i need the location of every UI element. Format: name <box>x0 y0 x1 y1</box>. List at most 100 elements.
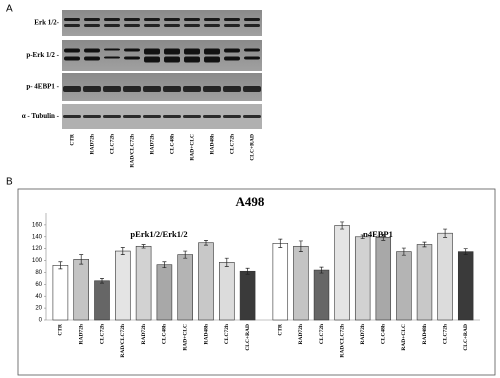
lane-label: CLC72h <box>109 134 115 154</box>
band <box>204 56 220 63</box>
x-tick-label: RAD72h <box>298 324 304 344</box>
bar <box>375 237 392 321</box>
band <box>64 56 80 61</box>
band <box>183 115 201 118</box>
band <box>164 24 180 27</box>
error-bar <box>401 247 406 256</box>
error-bar <box>79 254 84 265</box>
band <box>204 24 220 27</box>
band <box>243 86 261 92</box>
x-tick-label: CTR <box>58 323 64 336</box>
band <box>244 24 260 27</box>
bar <box>396 251 412 321</box>
band <box>183 86 201 92</box>
band <box>144 24 160 27</box>
bar <box>115 250 131 321</box>
band <box>123 86 141 92</box>
x-tick-label: RAD/CLC72h <box>120 324 126 358</box>
blot-label: p-Erk 1/2 - <box>26 51 59 59</box>
band <box>244 56 260 60</box>
band <box>164 48 180 55</box>
y-tick-label: 60 <box>35 282 42 288</box>
band <box>224 18 240 21</box>
band <box>164 18 180 21</box>
bar <box>293 245 309 321</box>
bar <box>334 225 350 321</box>
blot <box>62 10 262 36</box>
band <box>163 115 181 118</box>
band <box>124 18 140 21</box>
lane-label: RAD72h <box>149 134 155 154</box>
bar <box>198 242 214 321</box>
x-tick-label: CLC+RAD <box>463 324 469 351</box>
chart-frame <box>17 188 496 376</box>
error-bar <box>204 239 208 246</box>
error-bar <box>381 234 386 241</box>
error-bar <box>224 257 229 267</box>
x-tick-label: RAD72h <box>141 324 147 344</box>
y-tick-label: 0 <box>39 318 43 324</box>
y-tick-label: 80 <box>35 270 42 276</box>
band <box>203 115 221 118</box>
lane-label: CLC48h <box>169 134 175 154</box>
y-tick-label: 140 <box>32 234 43 240</box>
group-label: pErk1/2/Erk1/2 <box>130 229 187 239</box>
panel-label: A <box>6 4 13 15</box>
y-tick-label: 100 <box>32 258 43 264</box>
band <box>64 48 80 53</box>
band <box>243 115 261 118</box>
band <box>224 48 240 53</box>
bar <box>272 243 289 321</box>
band <box>104 18 120 21</box>
band <box>223 86 241 92</box>
bar <box>219 262 235 321</box>
band <box>103 86 121 92</box>
bar <box>437 232 453 321</box>
error-bar <box>443 228 448 238</box>
lane-label: RAD/CLC72h <box>129 134 135 168</box>
x-tick-label: RAD/CLC72h <box>339 324 345 358</box>
band <box>103 115 121 118</box>
band <box>184 24 200 27</box>
blot <box>62 40 262 71</box>
band <box>64 18 80 21</box>
error-bar <box>183 250 188 259</box>
x-tick-label: CTR <box>278 323 284 336</box>
lane-label: CLC72h <box>229 134 235 154</box>
x-tick-label: CLC72h <box>442 324 448 344</box>
y-tick-label: 160 <box>32 222 43 228</box>
bar <box>239 270 256 321</box>
error-bar <box>319 266 324 274</box>
y-tick-label: 40 <box>35 294 42 300</box>
band <box>83 115 101 118</box>
band <box>163 86 181 92</box>
band <box>224 56 240 61</box>
x-tick-label: RAD48h <box>422 324 428 344</box>
lane-label: RAD+CLC <box>189 134 195 161</box>
band <box>244 18 260 21</box>
band <box>204 48 220 55</box>
band <box>84 48 100 53</box>
band <box>63 115 81 118</box>
band <box>124 48 140 52</box>
bar <box>416 244 433 321</box>
band <box>84 24 100 27</box>
bar <box>94 280 110 321</box>
band <box>104 24 120 27</box>
x-tick-label: RAD48h <box>203 324 209 344</box>
lane-label: CLC+RAD <box>249 134 255 161</box>
blot-label: p- 4EBP1 - <box>26 83 59 91</box>
band <box>83 86 101 92</box>
band <box>124 56 140 60</box>
x-tick-label: CLC72h <box>99 324 105 344</box>
bar <box>354 236 371 321</box>
band <box>223 115 241 118</box>
band <box>104 56 120 59</box>
band <box>164 56 180 63</box>
error-bar <box>162 261 167 269</box>
chart-title: A498 <box>236 194 265 209</box>
lane-label: CTR <box>69 133 75 146</box>
x-tick-label: CLC72h <box>224 324 230 344</box>
band <box>143 115 161 118</box>
